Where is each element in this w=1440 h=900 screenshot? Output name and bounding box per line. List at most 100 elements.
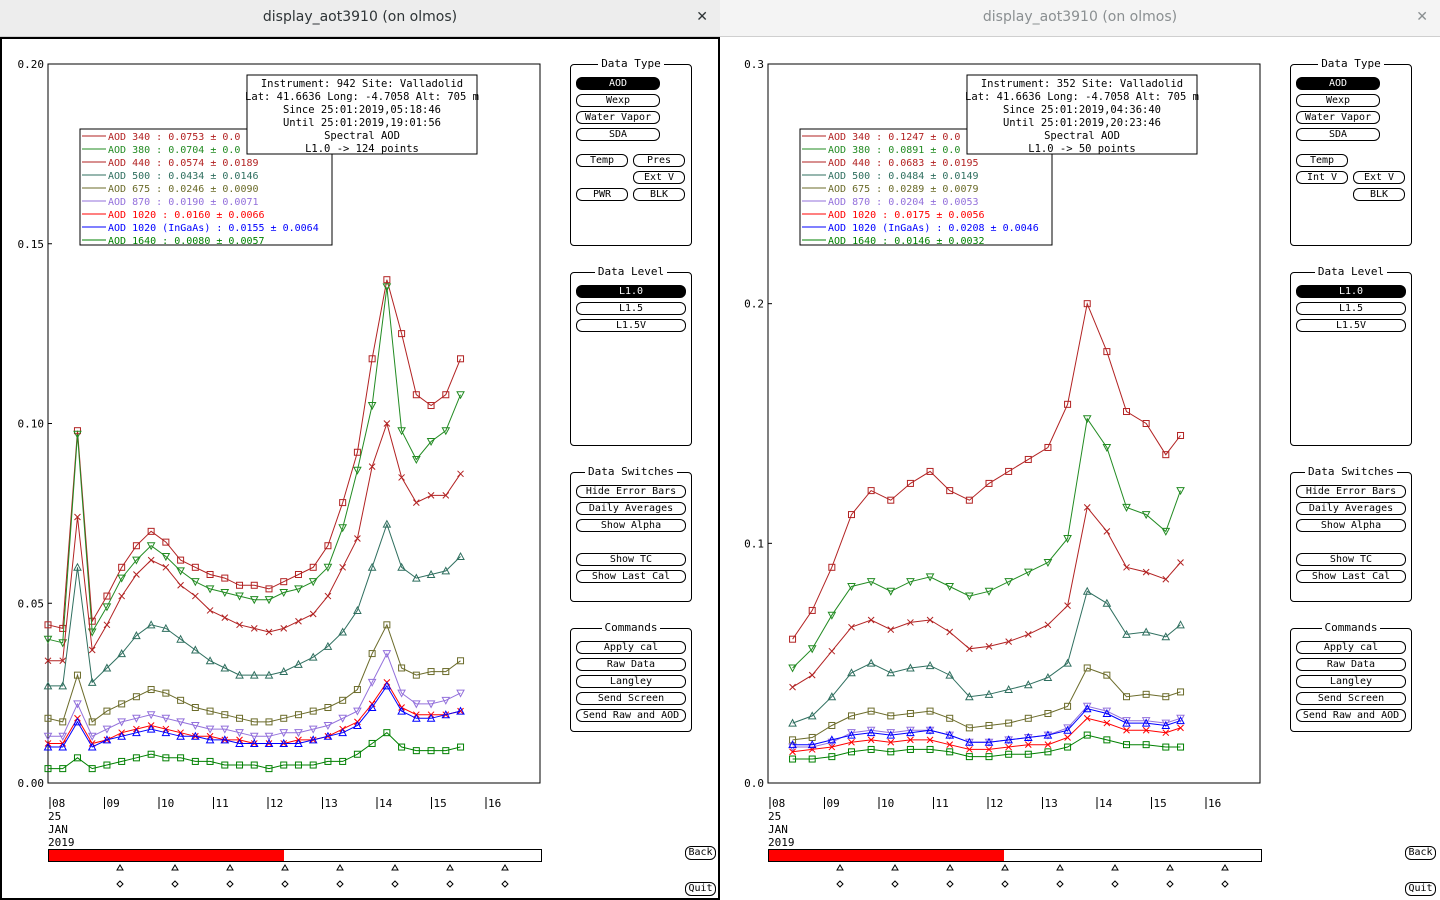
data-point	[397, 706, 406, 715]
aod-button[interactable]: AOD	[1296, 77, 1380, 90]
data-point	[866, 726, 876, 735]
ext-v-button[interactable]: Ext V	[633, 171, 685, 184]
data-point	[827, 692, 837, 701]
data-point	[73, 427, 81, 435]
data-point	[309, 563, 317, 571]
blk-button[interactable]: BLK	[1353, 188, 1405, 201]
temp-button[interactable]: Temp	[1296, 154, 1348, 167]
level-l15v-button[interactable]: L1.5V	[576, 319, 686, 332]
data-point	[867, 736, 875, 744]
data-point	[907, 619, 914, 626]
send-screen-button[interactable]: Send Screen	[1296, 692, 1406, 705]
data-point	[412, 671, 420, 679]
data-point	[235, 738, 244, 747]
hide-error-bars-button[interactable]: Hide Error Bars	[1296, 485, 1406, 498]
data-point	[58, 681, 68, 690]
wexp-button[interactable]: Wexp	[576, 94, 660, 107]
data-point	[412, 391, 420, 399]
data-point	[323, 641, 333, 650]
send-raw-and-aod-button[interactable]: Send Raw and AOD	[1296, 709, 1406, 722]
data-point	[190, 645, 200, 654]
data-point	[294, 570, 302, 578]
aod-button[interactable]: AOD	[576, 77, 660, 90]
data-point	[945, 582, 955, 592]
level-l15v-button[interactable]: L1.5V	[1296, 319, 1406, 332]
langley-button[interactable]: Langley	[576, 675, 686, 688]
data-point	[427, 668, 435, 676]
time-range-fill[interactable]	[769, 850, 1004, 861]
data-point	[353, 605, 362, 614]
titlebar[interactable]: display_aot3910 (on olmos) ✕	[720, 0, 1440, 37]
time-range-slider[interactable]	[48, 849, 542, 862]
quit-button[interactable]: Quit	[685, 882, 716, 896]
back-button[interactable]: Back	[1405, 846, 1436, 860]
show-tc-button[interactable]: Show TC	[576, 553, 686, 566]
close-icon[interactable]: ✕	[696, 9, 708, 25]
data-point	[132, 631, 141, 640]
raw-data-button[interactable]: Raw Data	[576, 658, 686, 671]
data-point	[235, 670, 244, 679]
data-point	[945, 670, 955, 679]
sda-button[interactable]: SDA	[1296, 128, 1380, 141]
ext-v-button[interactable]: Ext V	[1353, 171, 1405, 184]
show-tc-button[interactable]: Show TC	[1296, 553, 1406, 566]
show-last-cal-button[interactable]: Show Last Cal	[576, 570, 686, 583]
daily-averages-button[interactable]: Daily Averages	[1296, 502, 1406, 515]
data-point	[1103, 527, 1111, 535]
wexp-button[interactable]: Wexp	[1296, 94, 1380, 107]
show-alpha-button[interactable]: Show Alpha	[1296, 519, 1406, 532]
show-last-cal-button[interactable]: Show Last Cal	[1296, 570, 1406, 583]
blk-button[interactable]: BLK	[633, 188, 685, 201]
back-button[interactable]: Back	[685, 846, 716, 860]
data-point	[147, 556, 155, 564]
quit-button[interactable]: Quit	[1405, 882, 1436, 896]
titlebar[interactable]: display_aot3910 (on olmos) ✕	[0, 0, 720, 37]
close-icon[interactable]: ✕	[1416, 9, 1428, 25]
sda-button[interactable]: SDA	[576, 128, 660, 141]
data-point	[441, 696, 451, 705]
pres-button[interactable]: Pres	[633, 154, 685, 167]
panel-title-text: Commands	[1321, 621, 1381, 634]
data-point	[1177, 559, 1184, 566]
temp-button[interactable]: Temp	[576, 154, 628, 167]
level-l15-button[interactable]: L1.5	[1296, 302, 1406, 315]
data-point	[221, 574, 229, 582]
data-point	[103, 592, 111, 600]
panel-title-text: Data Type	[598, 57, 664, 70]
x-tick-label: 15	[1154, 797, 1167, 810]
data-point	[457, 707, 464, 715]
apply-cal-button[interactable]: Apply cal	[1296, 641, 1406, 654]
info-line: Spectral AOD	[1044, 130, 1120, 142]
level-l10-button[interactable]: L1.0	[1296, 285, 1406, 298]
data-point	[807, 645, 817, 654]
pwr-button[interactable]: PWR	[576, 188, 628, 201]
water-vapor-button[interactable]: Water Vapor	[576, 111, 660, 124]
daily-averages-button[interactable]: Daily Averages	[576, 502, 686, 515]
data-point	[132, 556, 141, 565]
time-range-fill[interactable]	[49, 850, 284, 861]
data-point	[309, 610, 317, 618]
time-range-slider[interactable]	[768, 849, 1262, 862]
level-l15-button[interactable]: L1.5	[576, 302, 686, 315]
apply-cal-button[interactable]: Apply cal	[576, 641, 686, 654]
series-line	[48, 522, 461, 687]
data-point	[279, 667, 289, 676]
data-point	[162, 754, 170, 762]
data-point	[886, 587, 896, 596]
int-v-button[interactable]: Int V	[1296, 171, 1348, 184]
data-point	[294, 729, 303, 738]
level-l10-button[interactable]: L1.0	[576, 285, 686, 298]
send-raw-and-aod-button[interactable]: Send Raw and AOD	[576, 709, 686, 722]
raw-data-button[interactable]: Raw Data	[1296, 658, 1406, 671]
window-left: display_aot3910 (on olmos) ✕ 0.00 0.05 0.1…	[0, 0, 720, 900]
hide-error-bars-button[interactable]: Hide Error Bars	[576, 485, 686, 498]
data-point	[1063, 658, 1072, 667]
data-point	[294, 711, 302, 719]
show-alpha-button[interactable]: Show Alpha	[576, 519, 686, 532]
data-point	[427, 492, 435, 499]
send-screen-button[interactable]: Send Screen	[576, 692, 686, 705]
measurement-markers	[116, 864, 509, 888]
legend-entry: AOD 500 : 0.0434 ± 0.0146	[108, 171, 259, 182]
water-vapor-button[interactable]: Water Vapor	[1296, 111, 1380, 124]
langley-button[interactable]: Langley	[1296, 675, 1406, 688]
